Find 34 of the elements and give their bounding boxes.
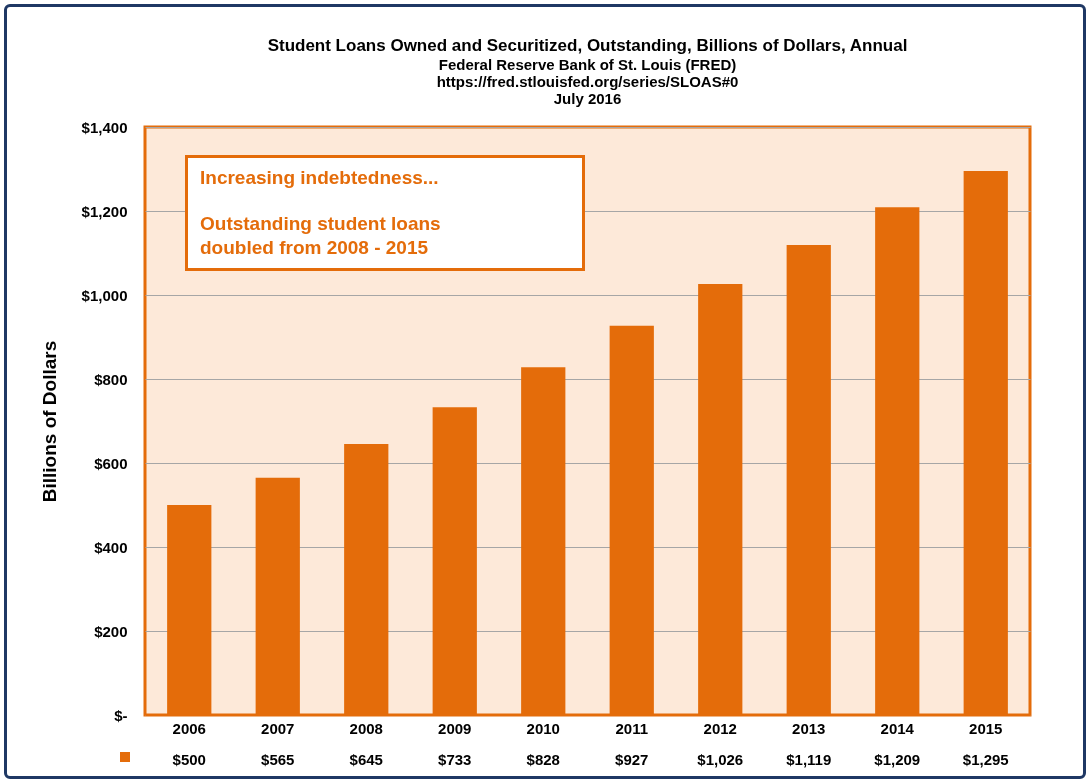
chart-subtitle: Federal Reserve Bank of St. Louis (FRED) https://fred.stlouisfed.org/series/SLOAS#0 July 2016 <box>436 56 739 107</box>
y-axis-title: Billions of Dollars <box>38 340 60 503</box>
y-tick-label: $200 <box>94 622 128 640</box>
x-tick-label: 2007 <box>261 719 295 737</box>
data-label: $500 <box>172 751 206 768</box>
data-label: $565 <box>261 751 295 768</box>
data-label: $828 <box>526 751 560 768</box>
x-tick-label: 2009 <box>438 719 472 737</box>
y-tick-label: $- <box>114 706 128 724</box>
data-label: $927 <box>615 751 649 768</box>
annotation: Outstanding student loans doubled from 2008 - 2015 <box>200 212 442 260</box>
x-tick-label: 2015 <box>969 719 1003 737</box>
data-label: $1,295 <box>962 751 1009 768</box>
annotation: Increasing indebtedness... <box>200 166 440 190</box>
x-tick-label: 2008 <box>349 719 383 737</box>
y-tick-label: $1,000 <box>81 286 128 304</box>
data-label: $1,119 <box>786 751 832 768</box>
x-tick-label: 2013 <box>792 719 826 737</box>
y-tick-label: $1,400 <box>81 118 128 136</box>
chart-title: Student Loans Owned and Securitized, Outstanding, Billions of Dollars, Annual <box>267 36 908 55</box>
x-tick-label: 2010 <box>526 719 560 737</box>
x-tick-label: 2012 <box>703 719 737 737</box>
data-label: $733 <box>438 751 472 768</box>
y-tick-label: $800 <box>94 370 128 388</box>
data-label: $1,026 <box>697 751 744 768</box>
y-tick-label: $1,200 <box>81 202 128 220</box>
data-label: $645 <box>349 751 383 768</box>
y-tick-label: $600 <box>94 454 128 472</box>
callout-box: Increasing indebtedness... Outstanding student loans doubled from 2008 - 2015 <box>185 155 585 271</box>
x-tick-label: 2006 <box>172 719 206 737</box>
x-tick-label: 2014 <box>880 719 915 737</box>
x-tick-label: 2011 <box>615 719 649 737</box>
y-tick-label: $400 <box>94 538 128 556</box>
data-label: $1,209 <box>874 751 921 768</box>
